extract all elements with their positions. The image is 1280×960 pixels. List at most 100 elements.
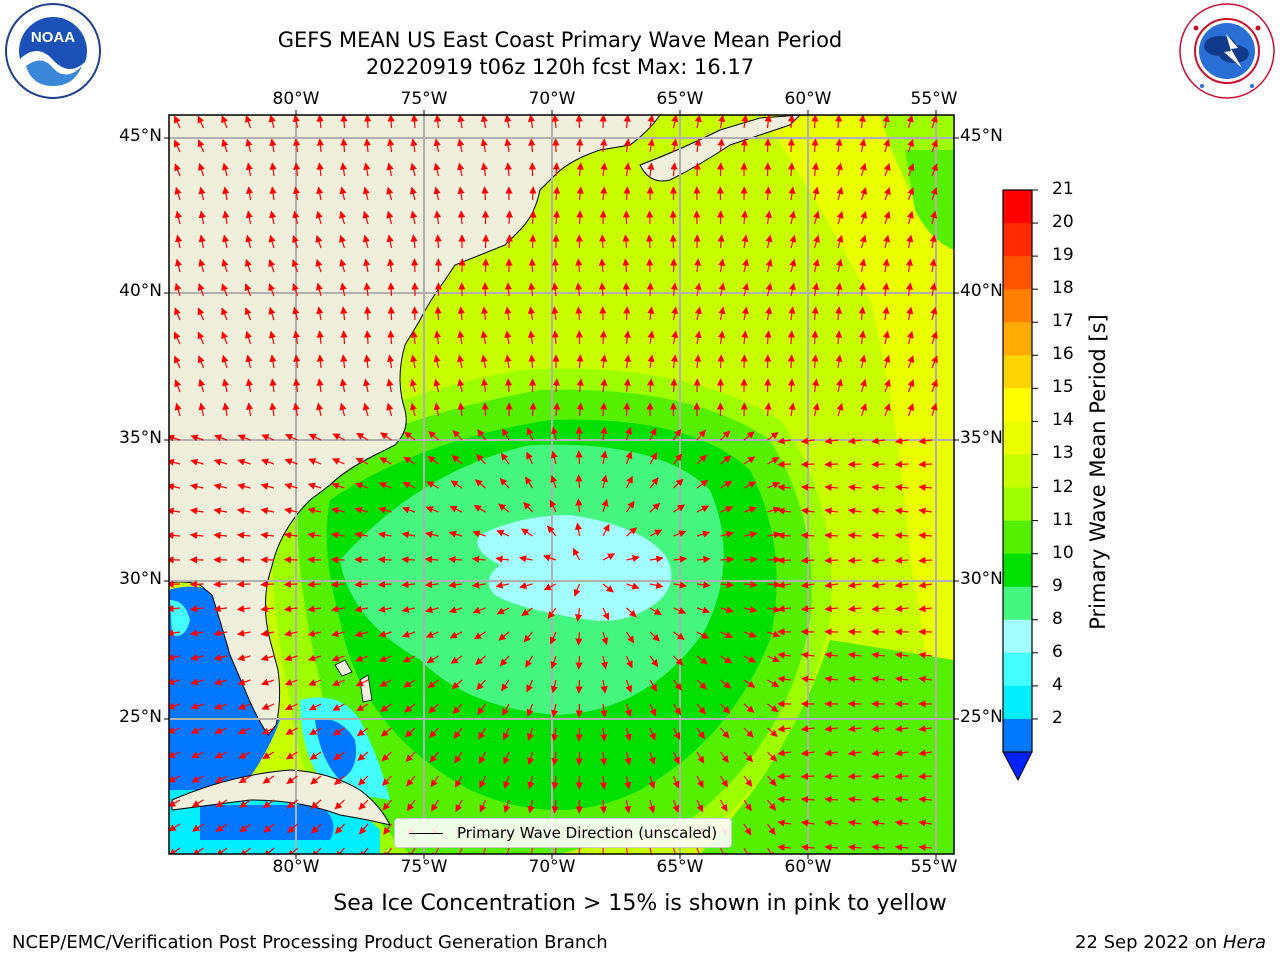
- wave-arrow: [859, 138, 867, 153]
- wave-arrow: [310, 799, 322, 809]
- wave-arrow: [673, 530, 687, 538]
- map-title: GEFS MEAN US East Coast Primary Wave Mea…: [277, 28, 843, 52]
- wave-arrow: [386, 354, 395, 369]
- wave-arrow: [859, 378, 867, 393]
- wave-arrow: [198, 378, 206, 393]
- wave-arrow: [649, 477, 659, 489]
- wave-arrow: [292, 283, 299, 297]
- wave-arrow: [694, 258, 702, 273]
- wave-arrow: [741, 115, 749, 129]
- wave-arrow: [409, 378, 417, 393]
- wave-arrow: [406, 799, 416, 812]
- wave-arrow: [245, 138, 253, 153]
- wave-arrow: [292, 210, 300, 225]
- footer-machine: Hera: [1222, 932, 1266, 953]
- wave-arrow: [523, 501, 533, 513]
- wave-arrow: [787, 162, 796, 177]
- wave-arrow: [811, 306, 819, 321]
- wave-arrow: [673, 555, 688, 563]
- wave-arrow: [477, 429, 486, 441]
- wave-arrow: [330, 556, 345, 564]
- wave-arrow: [500, 452, 510, 465]
- wave-arrow: [575, 631, 583, 646]
- wave-arrow: [404, 727, 416, 738]
- wave-arrow: [824, 605, 839, 613]
- wave-arrow: [765, 282, 773, 297]
- wave-arrow: [238, 775, 251, 784]
- wave-arrow: [824, 725, 839, 733]
- wave-arrow: [452, 430, 463, 441]
- footer-date-text: 22 Sep 2022 on: [1075, 932, 1223, 953]
- wave-arrow: [836, 378, 844, 393]
- wave-arrow: [427, 455, 439, 465]
- wave-arrow: [189, 605, 204, 613]
- wave-arrow: [625, 475, 633, 489]
- wave-arrow: [332, 679, 345, 686]
- wave-arrow: [198, 162, 205, 177]
- wave-arrow: [191, 799, 204, 808]
- wave-arrow: [860, 187, 868, 201]
- colorbar-tick-labels: 21 20 19 18 17 16 15 14 13 12 11 10 9 8 6 4 2: [1052, 179, 1092, 790]
- wave-arrow: [871, 483, 886, 491]
- wave-arrow: [824, 460, 839, 468]
- colorbar-tick-label: 10: [1052, 542, 1074, 563]
- wave-arrow: [930, 187, 938, 201]
- wave-arrow: [800, 581, 815, 589]
- wave-arrow: [859, 234, 867, 249]
- wave-arrow: [717, 138, 725, 153]
- wave-arrow: [600, 703, 608, 718]
- lat-label-right: 45°N: [960, 126, 1003, 146]
- wave-arrow: [213, 483, 228, 491]
- legend-label: Primary Wave Direction (unscaled): [457, 824, 718, 842]
- wave-arrow: [720, 631, 733, 638]
- wave-arrow: [860, 403, 868, 417]
- wave-arrow: [824, 556, 839, 564]
- colorbar-segment: [1003, 553, 1032, 588]
- wave-arrow: [551, 330, 560, 345]
- wave-arrow: [424, 581, 439, 589]
- wave-arrow: [871, 605, 886, 613]
- wave-arrow: [504, 115, 512, 129]
- wave-arrow: [433, 354, 441, 369]
- wave-arrow: [812, 258, 820, 273]
- wave-arrow: [410, 330, 418, 345]
- wave-arrow: [174, 379, 182, 393]
- wave-arrow: [332, 727, 345, 736]
- wave-arrow: [316, 162, 324, 177]
- wave-arrow: [550, 679, 558, 694]
- wave-arrow: [457, 330, 465, 345]
- wave-arrow: [197, 139, 205, 153]
- wave-arrow: [518, 555, 533, 563]
- wave-arrow: [406, 775, 416, 787]
- wave-arrow: [505, 210, 513, 225]
- wave-arrow: [743, 580, 758, 589]
- wave-arrow: [382, 799, 392, 811]
- wave-arrow: [647, 330, 655, 345]
- wave-arrow: [767, 456, 780, 465]
- wave-arrow: [315, 259, 323, 273]
- wave-arrow: [269, 210, 277, 225]
- wave-arrow: [575, 282, 583, 297]
- wave-arrow: [481, 282, 489, 297]
- wave-arrow: [552, 378, 561, 393]
- wave-arrow: [430, 799, 440, 812]
- wave-arrow: [213, 605, 228, 613]
- wave-arrow: [918, 581, 933, 589]
- wave-arrow: [409, 186, 417, 201]
- wave-arrow: [847, 460, 862, 468]
- wave-arrow: [696, 679, 707, 690]
- wave-arrow: [528, 258, 536, 273]
- wave-arrow: [767, 556, 782, 564]
- wave-arrow: [672, 847, 679, 854]
- colorbar-tick-label: 13: [1052, 443, 1074, 464]
- wave-arrow: [647, 378, 655, 393]
- wave-arrow: [800, 819, 815, 827]
- wave-arrow: [191, 751, 204, 759]
- wave-arrow: [623, 847, 632, 854]
- wave-arrow: [554, 847, 557, 854]
- wave-arrow: [552, 162, 560, 177]
- wave-arrow: [354, 630, 369, 638]
- wave-arrow: [777, 556, 792, 564]
- wave-arrow: [743, 456, 756, 465]
- wave-arrow: [479, 847, 487, 854]
